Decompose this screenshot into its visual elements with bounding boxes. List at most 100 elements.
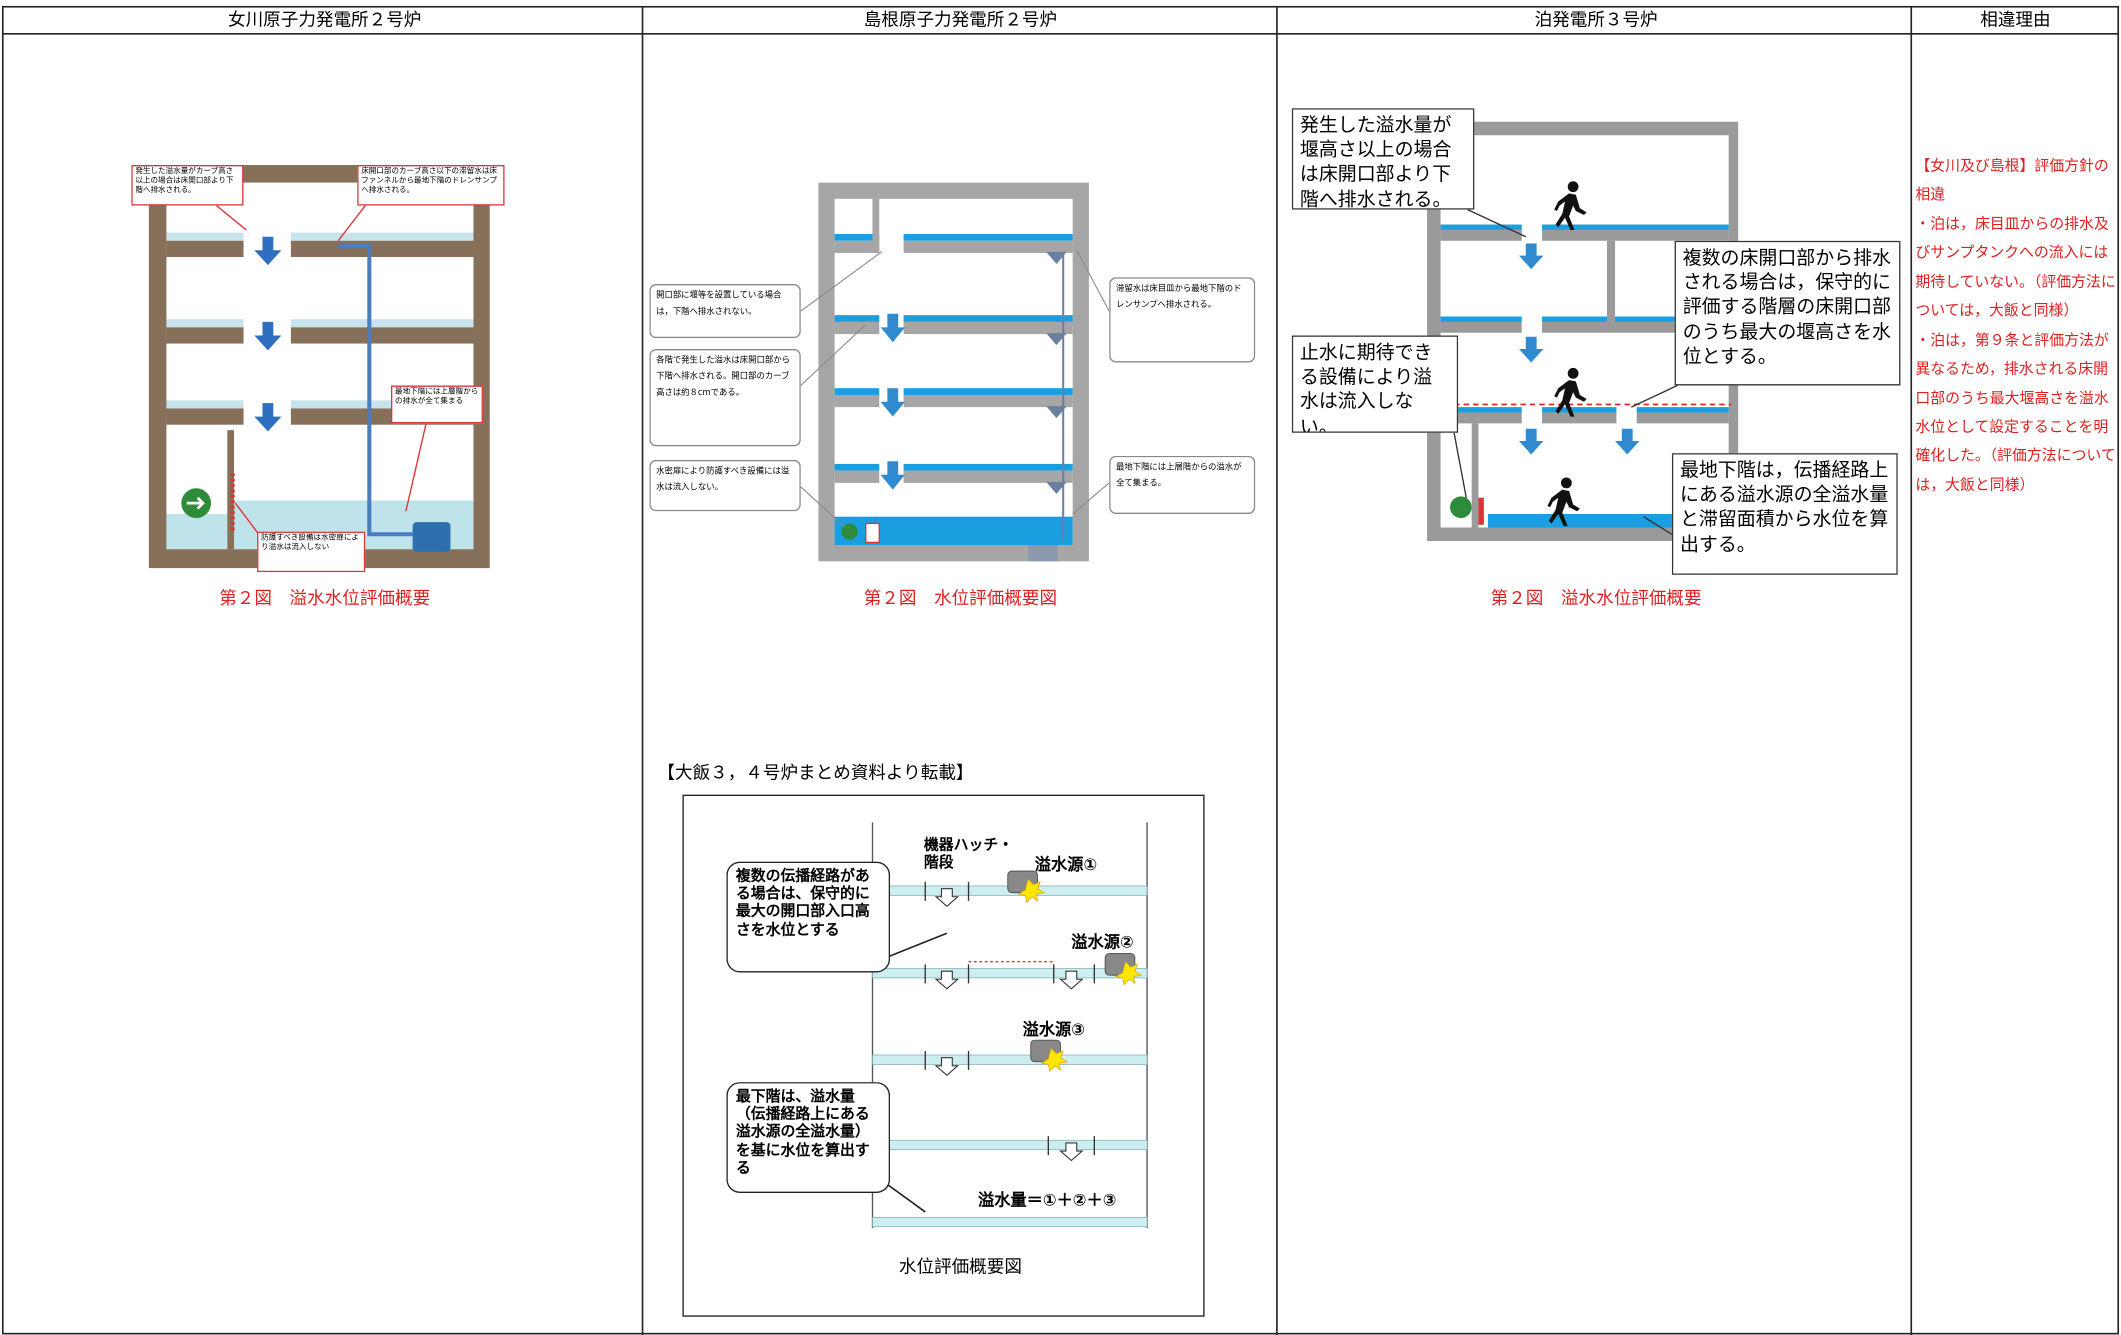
shimane-diagram-part: [903, 470, 1073, 483]
shimane-diagram-part: [834, 394, 880, 408]
shimane-diagram-part: [903, 233, 1073, 241]
tomari-diagram-part: [1440, 229, 1522, 241]
ohi-diagram-part: [872, 1216, 1148, 1228]
tomari-diagram-part: [1478, 497, 1484, 525]
callout-text: 開口部に堰等を設置している場合は，下階へ排水されない。: [649, 284, 801, 339]
tomari-diagram-part-part: [1560, 477, 1572, 489]
callout: 床開口部のカーブ高さ以下の滞留水は床ファンネルから最地下階のドレンサンプへ排水さ…: [357, 165, 505, 206]
label: 機器ハッチ・階段: [923, 835, 1014, 872]
shimane-diagram-part: [834, 388, 880, 395]
tomari-diagram-part: [1487, 513, 1729, 528]
reason-item: ・泊は，床目皿からの排水及びサンプタンクへの流入には期待していない。（評価方法に…: [1915, 214, 2116, 320]
onagawa-diagram-part: [166, 408, 244, 425]
onagawa-diagram: [148, 165, 490, 569]
shimane-diagram-part: [903, 463, 1073, 471]
tomari-diagram-part-part: [1567, 367, 1579, 379]
onagawa-diagram-part: [166, 400, 244, 409]
tomari-diagram-part: [1542, 224, 1729, 230]
shimane-diagram-part: [1046, 251, 1067, 542]
tomari-diagram-part-part: [1547, 489, 1580, 527]
onagawa-diagram-part: [290, 240, 474, 257]
formula: 溢水量＝①＋②＋③: [978, 1191, 1117, 1210]
onagawa-diagram-part: [290, 319, 474, 328]
shimane-diagram: [800, 182, 1110, 562]
tomari-diagram-part: [1519, 243, 1640, 455]
callout-text: 発生した溢水量が堰高さ以上の場合は床開口部より下階へ排水される。: [1291, 108, 1475, 210]
callout: 発生した溢水量がカーブ高さ以上の場合は床開口部より下階へ排水される。: [131, 165, 244, 206]
tomari-diagram-part: [1636, 407, 1729, 413]
callout: 止水に期待できる設備により溢水は流入しない。: [1291, 335, 1459, 433]
tomari-diagram-part: [1542, 321, 1729, 333]
callout-text: 発生した溢水量がカーブ高さ以上の場合は床開口部より下階へ排水される。: [131, 165, 244, 206]
table-frame-part: [1, 5, 2120, 1335]
callout-text: 防護すべき設備は水密扉により溢水は流入しない: [257, 531, 366, 573]
callout: 開口部に堰等を設置している場合は，下階へ排水されない。: [649, 284, 801, 339]
ohi-diagram-part: [924, 881, 1095, 1156]
onagawa-diagram-part: [166, 232, 244, 241]
shimane-diagram-part: [903, 321, 1073, 335]
callout-text: 水密扉により防護すべき設備には溢水は流入しない。: [649, 459, 801, 512]
shimane-diagram-part: [865, 522, 880, 544]
shimane-diagram-part: [903, 394, 1073, 408]
column-header: 女川原子力発電所２号炉: [228, 10, 421, 30]
tomari-diagram-part-part: [1554, 380, 1587, 417]
onagawa-diagram-part: [254, 236, 282, 432]
onagawa-diagram-part: [166, 513, 228, 550]
callout: 最地下階には上層階からの溢水が全て集まる。: [1109, 455, 1256, 514]
onagawa-diagram-part: [290, 327, 474, 344]
column-header: 島根原子力発電所２号炉: [864, 10, 1057, 30]
callout-text: 複数の床開口部から排水される場合は，保守的に評価する階層の床開口部のうち最大の堰…: [1674, 240, 1901, 386]
reason-text: 【女川及び島根】評価方針の相違 ・泊は，床目皿からの排水及びサンプタンクへの流入…: [1915, 157, 2116, 494]
tomari-diagram-part: [1636, 412, 1729, 424]
callout-text: 最地下階には上層階からの溢水が全て集まる。: [1109, 455, 1256, 514]
figure-caption: 第２図 溢水水位評価概要: [219, 589, 430, 609]
table-frame: [1, 5, 2120, 1335]
source-label: 溢水源③: [1023, 1020, 1085, 1039]
tomari-diagram-part: [1606, 240, 1616, 322]
figure-caption: 第２図 溢水水位評価概要: [1491, 589, 1702, 609]
shimane-diagram-part: [800, 249, 1110, 528]
ohi-diagram-part-part: [1040, 1047, 1069, 1072]
shimane-diagram-part: [1028, 545, 1058, 562]
header-row: 女川原子力発電所２号炉 島根原子力発電所２号炉 泊発電所３号炉 相違理由: [228, 10, 2051, 30]
shimane-diagram-part: [903, 240, 1073, 253]
tomari-diagram-part: [1440, 316, 1522, 322]
onagawa-diagram-part: [166, 319, 244, 328]
callout: 滞留水は床目皿から最地下階のドレンサンプへ排水される。: [1109, 277, 1256, 363]
callout: 各階で発生した溢水は床開口部から下階へ排水される。開口部のカーブ高さは約８cmで…: [649, 348, 801, 447]
tomari-diagram-part: [1542, 316, 1729, 322]
callout: 防護すべき設備は水密扉により溢水は流入しない: [257, 531, 366, 573]
ohi-diagram-part: [878, 932, 948, 1213]
onagawa-diagram-part: [186, 496, 205, 510]
callout: 最下階は、溢水量（伝播経路上にある溢水源の全溢水量）を基に水位を算出する: [726, 1082, 891, 1193]
callout-text: 最地下階は，伝播経路上にある溢水源の全溢水量と滞留面積から水位を算出する。: [1671, 453, 1898, 575]
shimane-diagram-part: [834, 315, 880, 322]
callout-text: 最地下階には上層階からの排水が全て集まる: [390, 385, 483, 424]
callout-text: 止水に期待できる設備により溢水は流入しない。: [1291, 335, 1459, 433]
callout-text: 滞留水は床目皿から最地下階のドレンサンプへ排水される。: [1109, 277, 1256, 363]
column-header: 相違理由: [1980, 10, 2050, 30]
ohi-diagram-part: [1017, 878, 1143, 1072]
shimane-diagram-part: [872, 198, 880, 253]
tomari-diagram-part-part: [1554, 193, 1587, 230]
tomari-diagram-part: [1542, 407, 1617, 413]
onagawa-diagram-part: [166, 240, 244, 257]
callout-text: 各階で発生した溢水は床開口部から下階へ排水される。開口部のカーブ高さは約８cmで…: [649, 348, 801, 447]
source-note: 【大飯３，４号炉まとめ資料より転載】: [657, 764, 973, 784]
label-text: 機器ハッチ・階段: [923, 835, 1014, 872]
ohi-diagram-part: [934, 888, 1084, 1162]
callout: 水密扉により防護すべき設備には溢水は流入しない。: [649, 459, 801, 512]
onagawa-diagram-part: [216, 205, 427, 542]
figure-caption: 水位評価概要図: [899, 1257, 1022, 1277]
callout-text: 最下階は、溢水量（伝播経路上にある溢水源の全溢水量）を基に水位を算出する: [726, 1082, 891, 1193]
callout-text: 床開口部のカーブ高さ以下の滞留水は床ファンネルから最地下階のドレンサンプへ排水さ…: [357, 165, 505, 206]
onagawa-diagram-part: [412, 522, 451, 552]
reason-item: ・泊は，第９条と評価方法が異なるため，排水される床開口部のうち最大堰高さを溢水水…: [1915, 330, 2116, 494]
callout: 複数の床開口部から排水される場合は，保守的に評価する階層の床開口部のうち最大の堰…: [1674, 240, 1901, 386]
tomari-diagram-part: [1542, 412, 1617, 424]
tomari-diagram-part: [1440, 412, 1522, 424]
onagawa-diagram-part: [338, 244, 413, 537]
shimane-diagram-part: [903, 315, 1073, 322]
